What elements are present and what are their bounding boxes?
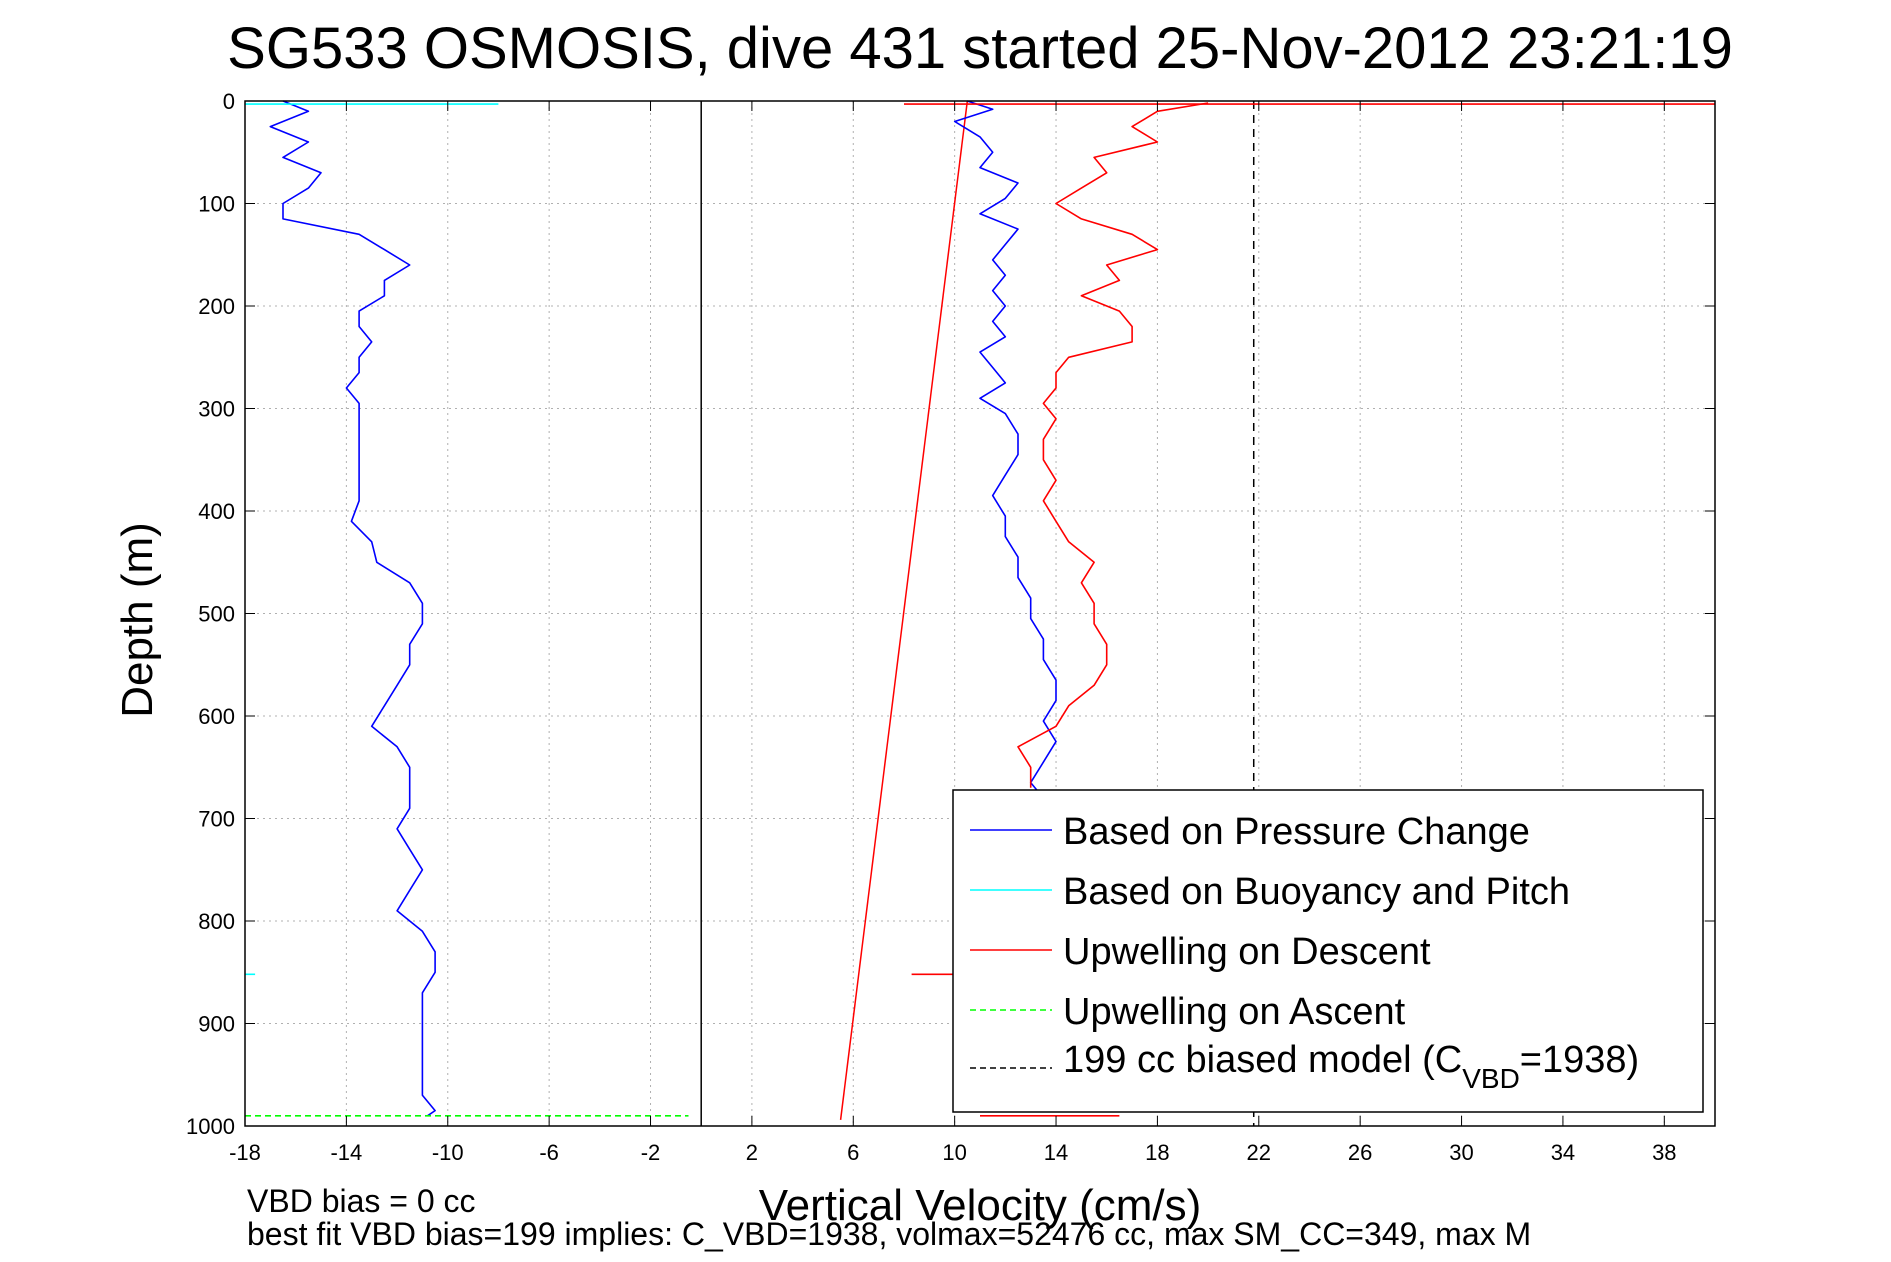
legend-label-buoyancy: Based on Buoyancy and Pitch <box>1063 871 1570 913</box>
legend-label-pressure: Based on Pressure Change <box>1063 811 1530 853</box>
x-tick-label: -6 <box>539 1140 559 1165</box>
legend-label-ascent: Upwelling on Ascent <box>1063 991 1406 1033</box>
series-line <box>1017 102 1209 788</box>
y-tick-label: 300 <box>198 397 235 422</box>
y-tick-label: 200 <box>198 294 235 319</box>
legend-label-biased-model: 199 cc biased model (CVBD=1938) <box>1063 1039 1639 1094</box>
x-axis-label: Vertical Velocity (cm/s) <box>759 1181 1202 1230</box>
x-tick-label: 6 <box>847 1140 859 1165</box>
y-tick-label: 1000 <box>186 1114 235 1139</box>
x-tick-label: 30 <box>1449 1140 1473 1165</box>
y-tick-label: 100 <box>198 192 235 217</box>
x-tick-label: 26 <box>1348 1140 1372 1165</box>
series-upwelling-on-descent <box>904 102 1715 1117</box>
series-line <box>269 100 436 1117</box>
chart-title: SG533 OSMOSIS, dive 431 started 25-Nov-2… <box>227 16 1733 81</box>
y-tick-label: 500 <box>198 602 235 627</box>
x-tick-label: 38 <box>1652 1140 1676 1165</box>
legend-biased-prefix: 199 cc biased model (C <box>1063 1039 1462 1081</box>
x-tick-label: 18 <box>1145 1140 1169 1165</box>
x-tick-label: 14 <box>1044 1140 1068 1165</box>
series <box>245 100 1715 1117</box>
legend-label-descent: Upwelling on Descent <box>1063 931 1431 973</box>
x-tick-label: -18 <box>229 1140 261 1165</box>
y-tick-label: 800 <box>198 909 235 934</box>
legend-biased-subscript: VBD <box>1462 1063 1520 1094</box>
y-tick-label: 900 <box>198 1012 235 1037</box>
y-tick-label: 700 <box>198 807 235 832</box>
x-tick-label: 22 <box>1247 1140 1271 1165</box>
footer-line-2: best fit VBD bias=199 implies: C_VBD=193… <box>247 1216 1531 1252</box>
x-tick-label: -2 <box>641 1140 661 1165</box>
x-tick-label: -14 <box>330 1140 362 1165</box>
y-tick-label: 600 <box>198 704 235 729</box>
footer-line-1: VBD bias = 0 cc <box>247 1183 476 1219</box>
y-tick-label: 400 <box>198 499 235 524</box>
legend-biased-suffix: =1938) <box>1520 1039 1639 1081</box>
axis-ticks: -18 -14 -10 -6 -2 2 6 10 14 18 22 26 30 34 38010020030… <box>186 89 1715 1165</box>
series-line <box>953 100 1057 809</box>
y-axis-label: Depth (m) <box>113 522 162 718</box>
x-tick-label: 34 <box>1551 1140 1575 1165</box>
x-tick-label: -10 <box>432 1140 464 1165</box>
reference-line-model-fit <box>839 100 969 1120</box>
x-tick-label: 2 <box>746 1140 758 1165</box>
y-tick-label: 0 <box>223 89 235 114</box>
legend: Based on Pressure Change Based on Buoyan… <box>952 789 1704 1113</box>
legend-box <box>952 789 1704 1113</box>
x-tick-label: 10 <box>942 1140 966 1165</box>
series-based-on-buoyancy-and-pitch <box>245 103 499 976</box>
series-based-on-pressure-change <box>269 100 1057 1117</box>
